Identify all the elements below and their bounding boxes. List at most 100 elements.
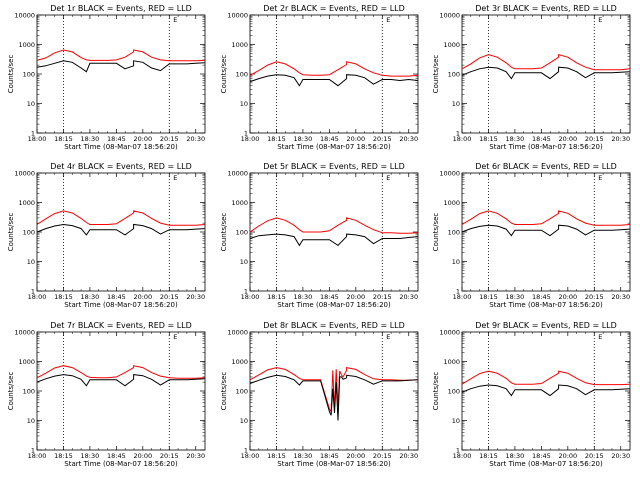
y-tick-label: 10000 — [439, 328, 460, 336]
y-tick-label: 1 — [31, 446, 35, 454]
x-axis-label: Start Time (08-Mar-07 18:56:20) — [489, 301, 603, 309]
x-tick-label: 20:15 — [373, 135, 392, 143]
corner-mark: E — [386, 174, 390, 182]
y-tick-label: 10000 — [439, 11, 460, 19]
panel-det-4: Det 4r BLACK = Events, RED = LLD 1 10 100 10… — [7, 162, 206, 309]
y-tick-label: 10 — [452, 417, 460, 425]
y-tick-label: 100 — [236, 387, 248, 395]
lld-series-line — [249, 61, 418, 77]
corner-mark: E — [598, 333, 602, 341]
x-axis-label: Start Time (08-Mar-07 18:56:20) — [64, 143, 178, 151]
x-tick-label: 18:30 — [294, 452, 313, 460]
events-series-line — [36, 223, 205, 236]
panel-det-1: Det 1r BLACK = Events, RED = LLD 1 10 100 10… — [7, 4, 206, 151]
x-tick-label: 20:30 — [611, 452, 630, 460]
lld-series-line — [461, 210, 630, 226]
events-series-line — [249, 233, 418, 247]
y-tick-label: 1 — [456, 446, 460, 454]
y-tick-label: 1 — [31, 287, 35, 295]
y-tick-label: 10000 — [227, 11, 248, 19]
plot-frame — [461, 14, 631, 134]
y-axis-label: Counts/sec — [432, 55, 440, 94]
y-tick-label: 10 — [240, 258, 248, 266]
panel-title: Det 8r BLACK = Events, RED = LLD — [263, 321, 405, 330]
corner-mark: E — [598, 16, 602, 24]
y-tick-label: 10000 — [227, 328, 248, 336]
x-axis-label: Start Time (08-Mar-07 18:56:20) — [489, 143, 603, 151]
x-tick-label: 18:45 — [320, 293, 339, 301]
x-tick-label: 20:00 — [346, 135, 365, 143]
panel-det-5: Det 5r BLACK = Events, RED = LLD 1 10 100 10… — [220, 162, 419, 309]
y-tick-label: 1 — [244, 446, 248, 454]
panel-title: Det 1r BLACK = Events, RED = LLD — [50, 4, 192, 13]
x-tick-label: 18:30 — [294, 135, 313, 143]
plot-frame — [36, 331, 206, 451]
y-axis-label: Counts/sec — [7, 372, 15, 411]
events-series-line — [461, 224, 630, 237]
panel-title: Det 6r BLACK = Events, RED = LLD — [475, 162, 617, 171]
corner-mark: E — [173, 16, 177, 24]
lld-series-line — [36, 365, 205, 379]
panel-det-2: Det 2r BLACK = Events, RED = LLD 1 10 100 10… — [220, 4, 419, 151]
panel-det-3: Det 3r BLACK = Events, RED = LLD 1 10 100 10… — [432, 4, 631, 151]
x-tick-label: 20:00 — [133, 452, 152, 460]
panel-det-7: Det 7r BLACK = Events, RED = LLD 1 10 100 10… — [7, 321, 206, 468]
y-tick-label: 10 — [240, 417, 248, 425]
x-tick-label: 18:15 — [267, 135, 286, 143]
x-tick-label: 18:00 — [241, 293, 260, 301]
x-tick-label: 18:30 — [294, 293, 313, 301]
x-tick-label: 18:30 — [506, 293, 525, 301]
y-tick-label: 100 — [236, 228, 248, 236]
y-tick-label: 10 — [452, 100, 460, 108]
panel-title: Det 3r BLACK = Events, RED = LLD — [475, 4, 617, 13]
corner-mark: E — [386, 16, 390, 24]
corner-mark: E — [598, 174, 602, 182]
x-tick-label: 18:45 — [107, 293, 126, 301]
panel-title: Det 9r BLACK = Events, RED = LLD — [475, 321, 617, 330]
x-tick-label: 20:15 — [160, 135, 179, 143]
x-tick-label: 20:00 — [558, 452, 577, 460]
y-axis-label: Counts/sec — [220, 55, 228, 94]
x-tick-label: 20:30 — [186, 452, 205, 460]
y-tick-label: 1000 — [18, 199, 35, 207]
x-tick-label: 18:00 — [28, 293, 47, 301]
x-axis-label: Start Time (08-Mar-07 18:56:20) — [277, 143, 391, 151]
y-tick-label: 1000 — [443, 199, 460, 207]
x-tick-label: 18:00 — [453, 293, 472, 301]
x-tick-label: 18:15 — [54, 293, 73, 301]
y-axis-label: Counts/sec — [432, 372, 440, 411]
x-tick-label: 20:00 — [558, 293, 577, 301]
panel-title: Det 5r BLACK = Events, RED = LLD — [263, 162, 405, 171]
y-tick-label: 10 — [27, 417, 35, 425]
y-tick-label: 1000 — [18, 358, 35, 366]
x-tick-label: 18:30 — [506, 452, 525, 460]
x-tick-label: 20:30 — [399, 293, 418, 301]
x-tick-label: 20:15 — [373, 452, 392, 460]
x-tick-label: 18:00 — [241, 452, 260, 460]
panel-title: Det 4r BLACK = Events, RED = LLD — [50, 162, 192, 171]
plot-frame — [249, 14, 419, 134]
y-axis-label: Counts/sec — [7, 55, 15, 94]
x-tick-label: 20:00 — [346, 293, 365, 301]
events-series-line — [461, 66, 630, 80]
y-tick-label: 10000 — [14, 169, 35, 177]
corner-mark: E — [173, 174, 177, 182]
y-axis-label: Counts/sec — [7, 213, 15, 252]
y-tick-label: 1000 — [231, 358, 248, 366]
x-tick-label: 18:45 — [320, 452, 339, 460]
y-tick-label: 10000 — [227, 169, 248, 177]
x-tick-label: 18:15 — [267, 293, 286, 301]
x-axis-label: Start Time (08-Mar-07 18:56:20) — [64, 460, 178, 468]
x-tick-label: 20:30 — [611, 135, 630, 143]
y-tick-label: 10000 — [14, 11, 35, 19]
x-tick-label: 20:15 — [160, 293, 179, 301]
x-tick-label: 18:30 — [506, 135, 525, 143]
x-tick-label: 20:30 — [399, 135, 418, 143]
x-tick-label: 18:00 — [241, 135, 260, 143]
y-tick-label: 100 — [448, 70, 460, 78]
x-tick-label: 18:30 — [81, 135, 100, 143]
x-tick-label: 20:15 — [585, 452, 604, 460]
x-tick-label: 18:15 — [54, 135, 73, 143]
y-tick-label: 1000 — [443, 41, 460, 49]
